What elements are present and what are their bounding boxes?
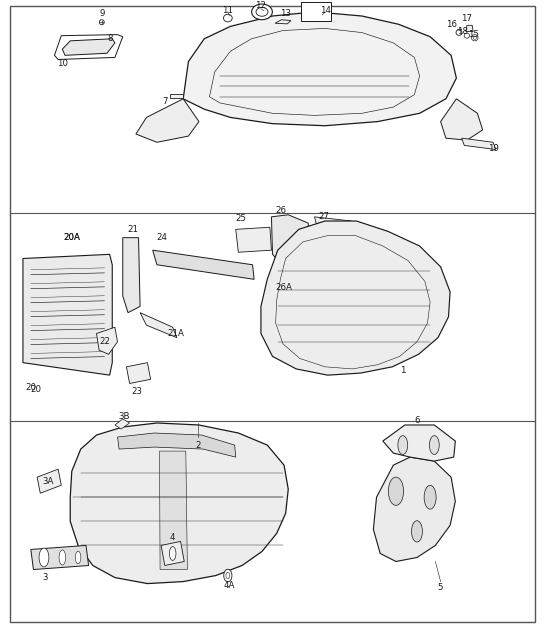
Polygon shape <box>440 99 483 140</box>
Text: 26A: 26A <box>276 283 293 292</box>
Polygon shape <box>383 425 455 461</box>
Polygon shape <box>261 221 450 375</box>
Ellipse shape <box>429 436 439 455</box>
Polygon shape <box>236 227 271 252</box>
Text: 20A: 20A <box>63 233 80 242</box>
Polygon shape <box>37 469 61 493</box>
Polygon shape <box>31 546 89 570</box>
Text: 17: 17 <box>462 14 473 23</box>
Polygon shape <box>136 99 199 143</box>
Text: 20: 20 <box>25 383 37 392</box>
Polygon shape <box>118 433 236 457</box>
Bar <box>301 3 331 21</box>
Polygon shape <box>140 313 177 338</box>
Ellipse shape <box>99 19 104 24</box>
Ellipse shape <box>456 30 462 35</box>
Text: 21A: 21A <box>167 329 184 338</box>
Polygon shape <box>271 215 310 265</box>
Polygon shape <box>160 451 187 570</box>
Text: 20A: 20A <box>63 233 80 242</box>
Ellipse shape <box>424 485 436 509</box>
Text: 4: 4 <box>170 533 175 542</box>
Ellipse shape <box>389 477 404 506</box>
Text: 6: 6 <box>415 416 420 425</box>
Text: 22: 22 <box>99 337 110 346</box>
Text: 5: 5 <box>438 583 444 592</box>
Text: 16: 16 <box>446 20 457 29</box>
Text: 27: 27 <box>318 212 330 221</box>
Text: 24: 24 <box>156 233 168 242</box>
Text: 2: 2 <box>195 441 201 450</box>
Ellipse shape <box>59 550 65 565</box>
Text: 23: 23 <box>131 387 142 396</box>
Text: 8: 8 <box>107 35 112 43</box>
Text: 4A: 4A <box>224 581 235 590</box>
Polygon shape <box>183 12 456 126</box>
Polygon shape <box>161 541 184 566</box>
Ellipse shape <box>224 569 232 582</box>
Polygon shape <box>70 423 288 583</box>
Text: 14: 14 <box>319 6 330 15</box>
Ellipse shape <box>223 14 232 22</box>
Text: 1: 1 <box>400 367 405 376</box>
Polygon shape <box>62 39 115 55</box>
Ellipse shape <box>75 551 81 564</box>
Ellipse shape <box>226 572 230 578</box>
Polygon shape <box>462 138 496 149</box>
Polygon shape <box>466 25 473 31</box>
Ellipse shape <box>252 4 272 19</box>
Polygon shape <box>314 217 354 232</box>
Ellipse shape <box>411 521 422 542</box>
Text: 20: 20 <box>31 385 41 394</box>
Polygon shape <box>96 327 118 354</box>
Ellipse shape <box>39 548 49 567</box>
Polygon shape <box>170 94 183 98</box>
Polygon shape <box>126 362 150 384</box>
Ellipse shape <box>256 8 268 16</box>
Text: 18: 18 <box>457 27 468 36</box>
Polygon shape <box>373 457 455 561</box>
Text: 11: 11 <box>222 6 233 15</box>
Text: 25: 25 <box>235 214 246 224</box>
Text: 12: 12 <box>256 1 267 10</box>
Text: 10: 10 <box>57 59 68 68</box>
Polygon shape <box>115 419 130 429</box>
Text: 21: 21 <box>128 225 139 234</box>
Text: 13: 13 <box>280 9 291 18</box>
Ellipse shape <box>398 436 408 455</box>
Text: 15: 15 <box>468 30 479 39</box>
Polygon shape <box>123 237 140 313</box>
Text: 3A: 3A <box>43 477 54 485</box>
Text: 26: 26 <box>275 206 286 215</box>
Ellipse shape <box>169 546 176 560</box>
Text: 3: 3 <box>43 573 49 582</box>
Text: 19: 19 <box>488 144 499 153</box>
Text: 7: 7 <box>162 97 167 106</box>
Text: 9: 9 <box>99 9 105 18</box>
Polygon shape <box>275 19 291 24</box>
Polygon shape <box>153 250 254 279</box>
Text: 3B: 3B <box>119 413 130 421</box>
Polygon shape <box>282 263 299 281</box>
Polygon shape <box>23 254 112 375</box>
